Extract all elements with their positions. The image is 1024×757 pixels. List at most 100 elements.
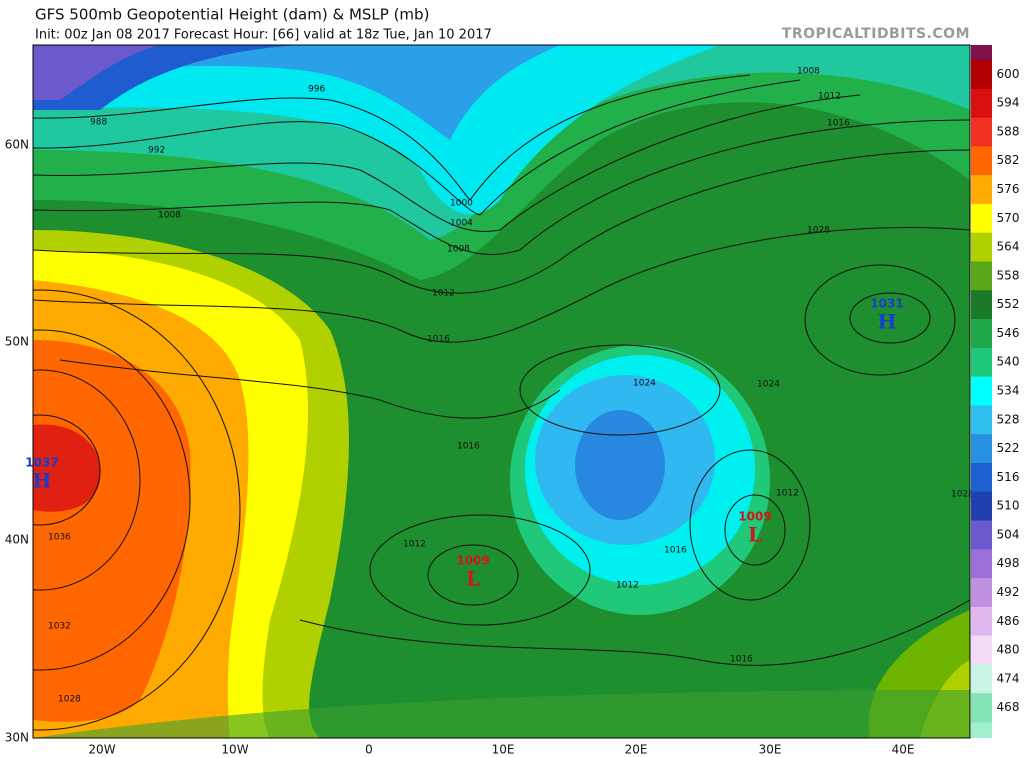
- isobar-label: 1028: [807, 226, 830, 236]
- isobar-label: 1028: [58, 695, 81, 705]
- field-band: [33, 424, 101, 512]
- watermark: TROPICALTIDBITS.COM: [782, 26, 970, 42]
- lon-label: 10E: [492, 743, 515, 757]
- isobar: [33, 329, 191, 671]
- isobar: [33, 94, 861, 232]
- isobar-label: 992: [148, 146, 165, 156]
- center-letter: L: [466, 567, 480, 591]
- colorbar-bin: [971, 117, 992, 147]
- colorbar-label: 474: [997, 671, 1020, 685]
- colorbar-bin: [971, 491, 992, 522]
- isobar-label: 988: [90, 118, 107, 128]
- isobar-label: 1016: [664, 546, 687, 556]
- colorbar-label: 528: [997, 412, 1020, 426]
- colorbar-bin: [971, 175, 992, 205]
- center-letter: L: [748, 523, 762, 547]
- isobar-label: 1004: [450, 219, 473, 229]
- field-low: [575, 410, 665, 520]
- lon-label: 0: [365, 743, 373, 757]
- center-value: 1031: [870, 297, 903, 311]
- colorbar-bin: [971, 376, 992, 406]
- isobar-label: 1000: [450, 199, 473, 209]
- colorbar-label: 492: [997, 585, 1020, 599]
- colorbar-label: 552: [997, 297, 1020, 311]
- colorbar-bin: [971, 232, 992, 262]
- isobar-labels: 988 992 996 1000 1004 1008 1008 1008 101…: [48, 67, 974, 705]
- colorbar-label: 504: [997, 527, 1020, 541]
- center-value: 1037: [25, 456, 58, 470]
- colorbar-bin: [971, 203, 992, 234]
- colorbar-bin: [971, 319, 992, 349]
- center-value: 1009: [738, 510, 771, 524]
- lon-label: 40E: [892, 743, 915, 757]
- isobar-label: 1032: [48, 622, 71, 632]
- colorbar-bin: [971, 606, 992, 637]
- isobar-label: 1012: [432, 289, 455, 299]
- isobar: [33, 74, 751, 201]
- map-frame: [32, 44, 971, 739]
- isobar: [519, 344, 721, 436]
- colorbar-bin: [971, 635, 992, 665]
- isobar-label: 1016: [457, 442, 480, 452]
- isobar-label: 1008: [447, 245, 470, 255]
- isobar: [33, 227, 970, 343]
- longitude-labels: 20W 10W 0 10E 20E 30E 40E: [88, 743, 914, 757]
- colorbar-label: 480: [997, 643, 1020, 657]
- lon-label: 20E: [625, 743, 648, 757]
- isobar-label: 1024: [757, 380, 780, 390]
- colorbar-label: 522: [997, 441, 1020, 455]
- center-letter: H: [878, 310, 897, 334]
- lat-label: 60N: [5, 138, 29, 152]
- colorbar-label: 576: [997, 182, 1020, 196]
- colorbar-cap: [971, 722, 992, 738]
- isobars: [33, 74, 970, 731]
- isobar: [689, 449, 811, 601]
- lon-label: 30E: [759, 743, 782, 757]
- field-band: [33, 690, 970, 738]
- lon-label: 10W: [221, 743, 248, 757]
- lat-label: 50N: [5, 335, 29, 349]
- isobar-label: 1008: [797, 67, 820, 77]
- field-band: [33, 45, 560, 140]
- isobar-label: 1036: [48, 533, 71, 543]
- colorbar-label: 558: [997, 268, 1020, 282]
- colorbar-label: 588: [997, 124, 1020, 138]
- isobar-label: 1012: [776, 489, 799, 499]
- isobar: [33, 414, 101, 526]
- isobar: [33, 119, 970, 255]
- subtitle: Init: 00z Jan 08 2017 Forecast Hour: [66…: [35, 28, 492, 43]
- map-field: [33, 45, 970, 738]
- lon-label: 20W: [88, 743, 115, 757]
- colorbar-label: 468: [997, 700, 1020, 714]
- colorbar-label: 510: [997, 499, 1020, 513]
- colorbar-bin: [971, 520, 992, 550]
- colorbar-bin: [971, 693, 992, 723]
- title: GFS 500mb Geopotential Height (dam) & MS…: [35, 6, 429, 24]
- isobar-label: 1012: [403, 540, 426, 550]
- colorbar-bin: [971, 261, 992, 291]
- center-letter: H: [33, 469, 52, 493]
- isobar-label: 1016: [827, 119, 850, 129]
- field-band: [33, 45, 160, 100]
- colorbar-bin: [971, 462, 992, 493]
- colorbar-bin: [971, 405, 992, 435]
- isobar: [33, 79, 801, 216]
- colorbar-label: 546: [997, 326, 1020, 340]
- isobar-label: 1012: [818, 92, 841, 102]
- isobar-label: 996: [308, 85, 325, 95]
- colorbar-label: 570: [997, 211, 1020, 225]
- isobar: [299, 599, 970, 666]
- isobar: [59, 359, 561, 419]
- colorbar-label: 540: [997, 355, 1020, 369]
- lat-label: 40N: [5, 533, 29, 547]
- isobar: [369, 514, 591, 626]
- colorbar-label: 582: [997, 153, 1020, 167]
- pressure-centers: 1037 H 1031 H 1009 L 1009 L: [25, 297, 903, 591]
- isobar-label: 1008: [158, 211, 181, 221]
- isobar: [849, 292, 931, 344]
- isobar-label: 1024: [633, 379, 656, 389]
- colorbar-label: 564: [997, 240, 1020, 254]
- colorbar-bin: [971, 88, 992, 119]
